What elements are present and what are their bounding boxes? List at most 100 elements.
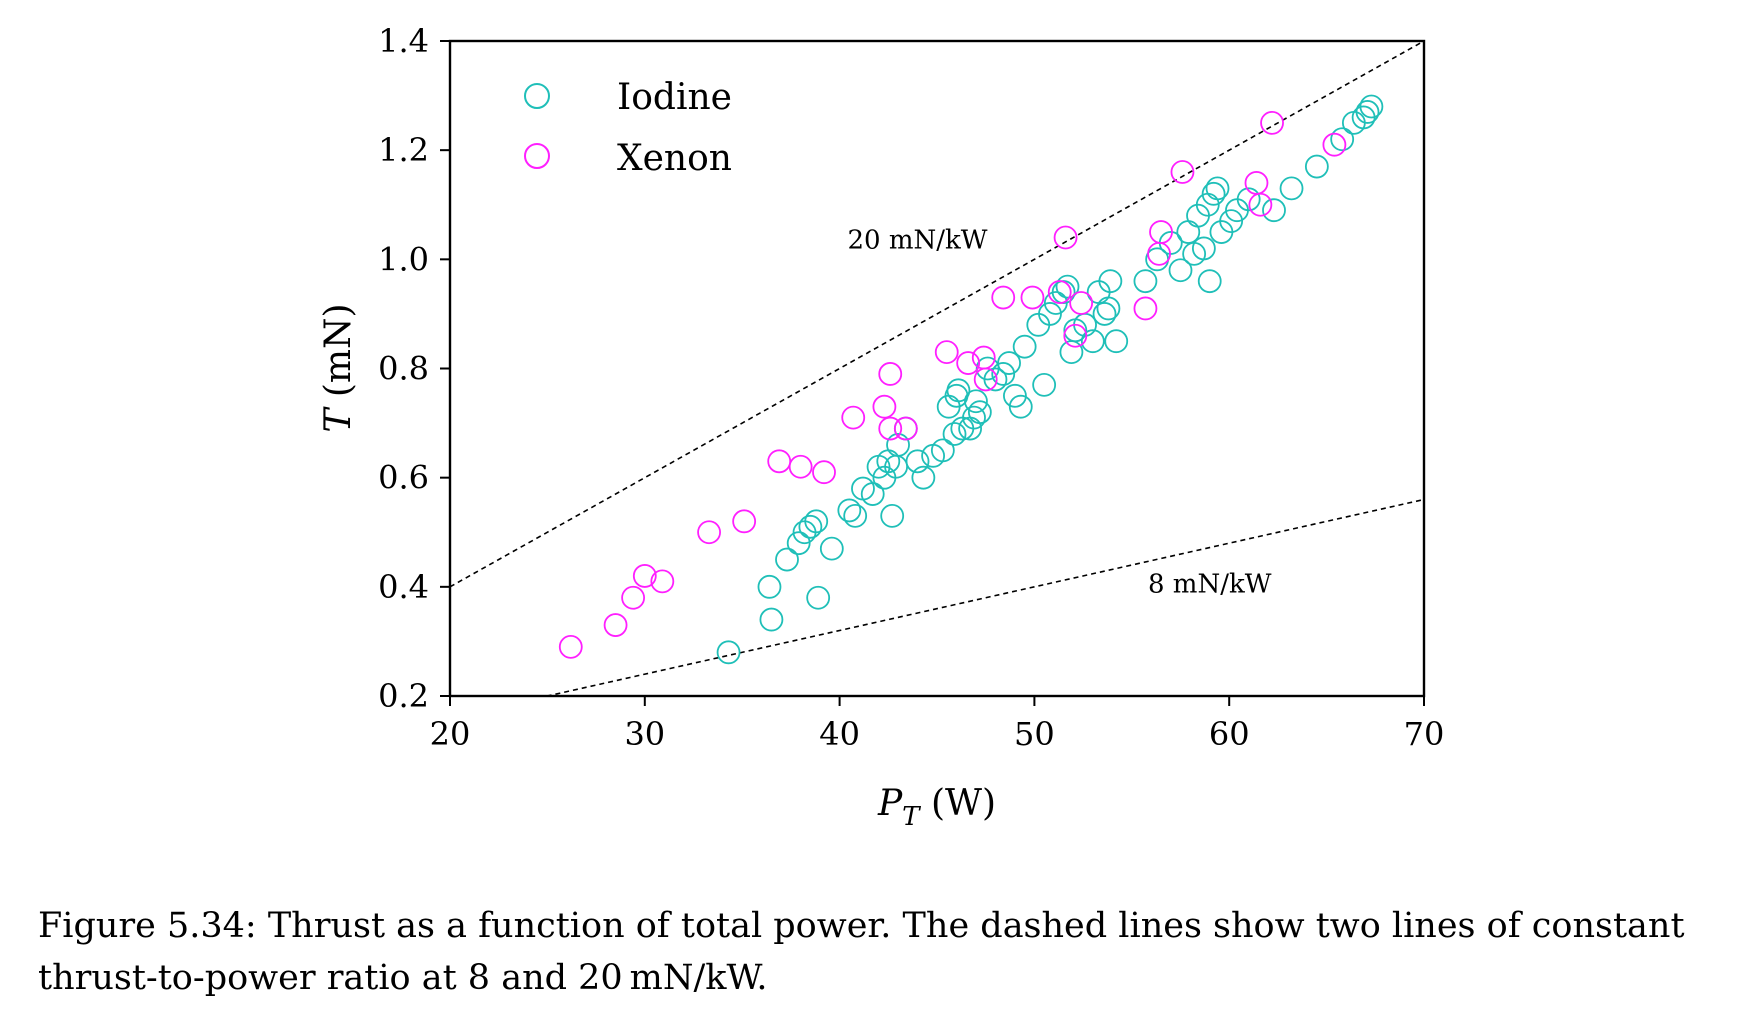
data-point-xenon xyxy=(697,520,721,545)
y-tick-label: 1.2 xyxy=(378,131,429,169)
data-point-xenon xyxy=(878,416,903,441)
data-point-iodine xyxy=(804,509,829,534)
data-point-iodine xyxy=(759,607,784,632)
data-point-iodine xyxy=(1104,329,1129,354)
data-point-xenon xyxy=(621,585,646,610)
data-point-iodine xyxy=(843,503,868,528)
data-point-iodine xyxy=(860,482,885,506)
data-point-xenon xyxy=(558,634,583,659)
data-point-iodine xyxy=(1059,340,1084,365)
data-point-iodine xyxy=(964,389,988,414)
reference-line-label: 8 mN/kW xyxy=(1148,569,1272,599)
data-point-iodine xyxy=(1098,269,1123,294)
legend-marker-iodine xyxy=(524,83,550,109)
reference-line-labels: 20 mN/kW 8 mN/kW xyxy=(848,225,1272,599)
data-point-iodine xyxy=(886,433,910,457)
data-point-iodine xyxy=(786,531,811,556)
data-point-iodine xyxy=(997,351,1021,375)
data-point-iodine xyxy=(1330,127,1355,152)
data-point-xenon xyxy=(1053,225,1078,250)
data-point-iodine xyxy=(1168,258,1193,283)
data-point-iodine xyxy=(757,574,782,599)
legend-label-xenon: Xenon xyxy=(617,138,732,179)
x-tick-label: 30 xyxy=(624,715,665,753)
data-point-xenon xyxy=(1149,220,1173,244)
data-point-iodine xyxy=(1003,383,1027,408)
data-point-iodine xyxy=(1032,372,1057,397)
data-point-iodine xyxy=(905,449,930,474)
legend: Iodine Xenon xyxy=(524,77,732,179)
data-point-xenon xyxy=(632,564,657,588)
data-point-xenon xyxy=(1322,132,1347,157)
data-point-iodine xyxy=(967,400,992,425)
legend-label-iodine: Iodine xyxy=(617,77,732,118)
y-tick-label: 0.8 xyxy=(378,350,429,388)
data-point-xenon xyxy=(767,449,792,474)
y-tick-label: 0.6 xyxy=(378,459,429,497)
y-axis-label: T (mN) xyxy=(318,303,359,432)
data-point-iodine xyxy=(911,465,936,490)
y-tick-label: 1.0 xyxy=(378,240,429,278)
data-point-iodine xyxy=(1355,100,1380,124)
data-point-iodine xyxy=(775,547,799,572)
data-point-iodine xyxy=(946,378,971,403)
data-point-xenon xyxy=(956,351,981,375)
data-point-iodine xyxy=(837,498,862,523)
y-tick-label: 0.2 xyxy=(378,677,429,715)
x-axis-label: PT (W) xyxy=(877,783,996,832)
data-point-xenon xyxy=(732,509,757,534)
data-points xyxy=(558,94,1384,665)
reference-lines xyxy=(450,41,1424,696)
reference-line-label: 20 mN/kW xyxy=(848,225,988,255)
x-tick-label: 40 xyxy=(819,715,860,753)
y-tick-label: 1.4 xyxy=(378,22,429,60)
data-point-iodine xyxy=(1191,236,1216,261)
data-point-xenon xyxy=(893,416,918,441)
data-point-xenon xyxy=(1133,296,1158,321)
reference-line xyxy=(543,498,1424,696)
data-point-iodine xyxy=(1359,94,1384,119)
data-point-iodine xyxy=(1236,187,1261,212)
data-point-xenon xyxy=(991,285,1016,310)
data-point-iodine xyxy=(1205,176,1230,201)
data-point-xenon xyxy=(1248,192,1273,217)
data-point-iodine xyxy=(1012,334,1037,359)
legend-marker-xenon xyxy=(524,143,550,169)
data-point-xenon xyxy=(650,569,675,594)
data-point-xenon xyxy=(878,362,903,386)
data-point-iodine xyxy=(1219,209,1244,234)
data-point-iodine xyxy=(1096,296,1121,321)
plot-frame xyxy=(448,39,1426,698)
data-point-iodine xyxy=(1055,274,1080,299)
data-point-iodine xyxy=(1304,154,1329,179)
figure-caption: Figure 5.34: Thrust as a function of tot… xyxy=(38,906,1685,998)
data-point-iodine xyxy=(983,367,1008,392)
data-point-xenon xyxy=(812,460,836,485)
data-point-xenon xyxy=(1020,285,1045,310)
x-tick-label: 20 xyxy=(430,715,471,753)
x-tick-label: 60 xyxy=(1209,715,1250,753)
data-point-xenon xyxy=(1047,280,1072,304)
data-point-iodine xyxy=(819,536,844,561)
data-point-iodine xyxy=(942,422,967,446)
data-point-xenon xyxy=(603,613,628,637)
data-point-xenon xyxy=(1069,291,1094,315)
figure: 20 mN/kW 8 mN/kW 20 30 40 50 60 70 0.2 0.4 0.6 0.… xyxy=(318,22,1445,832)
data-point-iodine xyxy=(1008,394,1033,419)
data-point-xenon xyxy=(1063,323,1088,348)
data-point-xenon xyxy=(788,454,813,479)
x-tick-label: 70 xyxy=(1404,715,1445,753)
data-point-xenon xyxy=(841,405,866,430)
y-tick-label: 0.4 xyxy=(378,568,429,606)
y-axis-ticks: 0.2 0.4 0.6 0.8 1.0 1.2 1.4 xyxy=(378,22,450,715)
data-point-iodine xyxy=(716,640,741,665)
data-point-iodine xyxy=(1133,269,1158,294)
data-point-iodine xyxy=(880,503,905,528)
data-point-iodine xyxy=(1262,198,1286,223)
x-axis-ticks: 20 30 40 50 60 70 xyxy=(430,696,1445,753)
data-point-iodine xyxy=(798,514,823,539)
data-point-iodine xyxy=(1279,176,1304,201)
data-point-iodine xyxy=(806,585,831,610)
data-point-xenon xyxy=(872,394,897,419)
data-point-iodine xyxy=(1201,181,1226,206)
